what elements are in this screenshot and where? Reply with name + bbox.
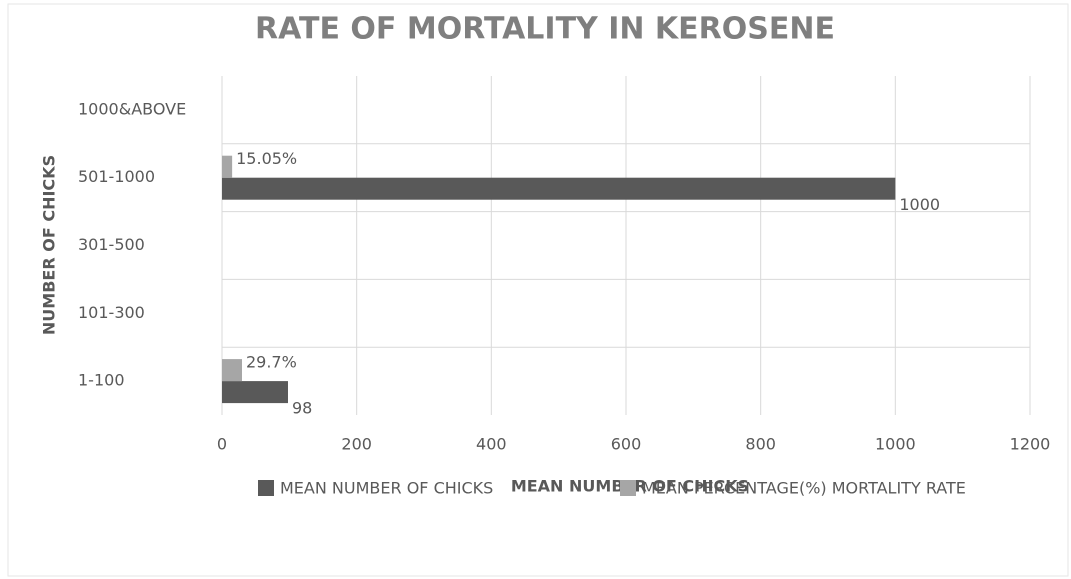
legend-swatch [620,480,636,496]
legend-label: MEAN PERCENTAGE(%) MORTALITY RATE [642,479,966,498]
bar [222,359,242,382]
x-tick-label: 1000 [875,435,916,454]
chart-title: RATE OF MORTALITY IN KEROSENE [255,12,835,47]
legend-label: MEAN NUMBER OF CHICKS [280,479,493,498]
x-tick-label: 200 [341,435,372,454]
bar [222,381,288,404]
y-tick-label: 1000&ABOVE [78,99,186,118]
bar [222,155,233,178]
x-tick-label: 600 [611,435,642,454]
data-label: 15.05% [236,149,297,168]
bar [222,177,896,200]
x-tick-label: 1200 [1010,435,1051,454]
y-tick-label: 1-100 [78,371,125,390]
legend-swatch [258,480,274,496]
y-tick-label: 101-300 [78,303,145,322]
data-label: 98 [292,399,312,418]
y-tick-label: 301-500 [78,235,145,254]
x-tick-label: 0 [217,435,227,454]
y-tick-label: 501-1000 [78,167,155,186]
x-tick-label: 400 [476,435,507,454]
chart-border [7,3,1069,577]
x-tick-label: 800 [745,435,776,454]
data-label: 1000 [899,195,940,214]
data-label: 29.7% [246,353,297,372]
y-axis-title: NUMBER OF CHICKS [40,155,59,335]
